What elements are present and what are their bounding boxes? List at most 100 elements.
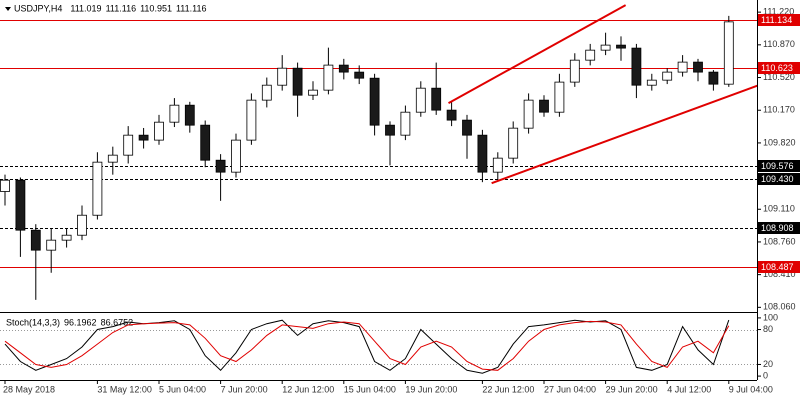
- candle-body: [277, 67, 288, 86]
- y-tick-label: 111.220: [763, 7, 794, 17]
- y-tick-label: 100: [763, 312, 778, 322]
- price-level-label: 110.623: [761, 63, 793, 73]
- candle-body: [708, 71, 719, 85]
- y-tick-label: 108.760: [763, 236, 796, 246]
- candle-body: [308, 89, 318, 96]
- x-tick-label: 28 May 2018: [3, 384, 55, 394]
- candle-body: [292, 67, 303, 96]
- candle-body: [492, 157, 503, 173]
- stoch-line: [4, 320, 730, 371]
- candle-body: [338, 64, 349, 73]
- x-tick-label: 19 Jun 20:00: [405, 384, 457, 394]
- menu-arrow: [5, 7, 11, 11]
- candle-body: [30, 229, 41, 251]
- price-level-label: 109.430: [761, 174, 794, 184]
- candle-body: [569, 59, 580, 83]
- candle-body: [385, 124, 395, 136]
- price-level-box: [758, 160, 800, 172]
- y-tick-label: 110.170: [763, 105, 795, 115]
- x-tick-label: 22 Jun 12:00: [482, 384, 534, 394]
- x-tick-label: 9 Jul 04:00: [729, 384, 773, 394]
- price-level-box: [758, 14, 800, 26]
- candle-body: [323, 64, 334, 91]
- y-tick-label: 110.520: [763, 72, 795, 82]
- candle-body: [154, 121, 164, 141]
- candle-body: [400, 111, 411, 136]
- price-level-box: [758, 261, 800, 273]
- quote-high: 111.116: [106, 3, 137, 13]
- candle-body: [354, 71, 365, 79]
- trend-line: [448, 4, 627, 105]
- price-level-label: 109.576: [761, 161, 794, 171]
- candle-body: [539, 99, 549, 113]
- y-tick-label: 110.870: [763, 39, 795, 49]
- x-tick-label: 4 Jul 12:00: [667, 384, 711, 394]
- plot-area: [0, 4, 757, 300]
- y-tick-label: 108.410: [763, 269, 796, 279]
- candle-body: [554, 81, 565, 113]
- candle-body: [231, 139, 241, 173]
- candle-body: [123, 134, 134, 156]
- candle-body: [616, 44, 626, 49]
- y-tick-label: 109.820: [763, 137, 796, 147]
- candle-body: [508, 127, 519, 159]
- candle-body: [61, 234, 72, 241]
- x-tick-label: 12 Jun 12:00: [282, 384, 334, 394]
- price-level-label: 111.134: [761, 15, 792, 25]
- y-tick-label: 20: [763, 359, 773, 369]
- candle-body: [431, 87, 442, 111]
- x-tick-label: 31 May 12:00: [97, 384, 152, 394]
- symbol: USDJPY,H4: [14, 3, 62, 13]
- candle-body: [677, 61, 688, 73]
- candle-body: [107, 154, 118, 163]
- candle-body: [415, 87, 426, 113]
- candle-body: [0, 179, 10, 192]
- candle-body: [92, 161, 103, 216]
- candle-body: [215, 159, 226, 173]
- x-tick-label: 15 Jun 04:00: [344, 384, 396, 394]
- candle-body: [477, 134, 488, 173]
- y-tick-label: 109.110: [763, 204, 795, 214]
- candle-body: [723, 21, 734, 85]
- candle-body: [646, 79, 657, 86]
- indicator-value: 86.6752: [101, 317, 134, 327]
- price-level-label: 108.487: [761, 262, 794, 272]
- candle-body: [138, 134, 149, 141]
- indicator-title: Stoch(14,3,3): [6, 317, 60, 327]
- candle-body: [631, 47, 642, 86]
- x-tick-label: 27 Jun 04:00: [544, 384, 596, 394]
- trend-line: [491, 84, 757, 185]
- quote: 111.019 111.116 110.951 111.116: [70, 3, 206, 13]
- candle-body: [693, 61, 703, 73]
- candle-body: [523, 99, 534, 129]
- candle-body: [662, 71, 673, 81]
- candle-body: [77, 214, 87, 236]
- y-tick-label: 0: [763, 370, 768, 380]
- quote-low: 110.951: [140, 3, 172, 13]
- indicator-value: 96.1962: [64, 317, 97, 327]
- y-tick-label: 108.060: [763, 302, 796, 312]
- price-level-box: [758, 173, 800, 185]
- x-tick-label: 5 Jun 04:00: [159, 384, 206, 394]
- y-tick-label: 80: [763, 324, 773, 334]
- quote-close: 111.116: [176, 3, 207, 13]
- candle-body: [369, 77, 380, 126]
- candle-body: [585, 49, 596, 61]
- x-tick-label: 7 Jun 20:00: [221, 384, 268, 394]
- price-level-box: [758, 222, 800, 234]
- candle-body: [15, 179, 26, 231]
- quote-open: 111.019: [70, 3, 101, 13]
- candle-body: [200, 124, 211, 161]
- price-level-box: [758, 62, 800, 74]
- candle-body: [446, 109, 457, 121]
- candle-body: [246, 99, 257, 141]
- candle-body: [184, 104, 195, 126]
- candle-body: [46, 239, 57, 251]
- candle-body: [169, 104, 180, 123]
- candle-body: [462, 119, 472, 136]
- candle-body: [600, 44, 611, 51]
- price-level-label: 108.908: [761, 223, 794, 233]
